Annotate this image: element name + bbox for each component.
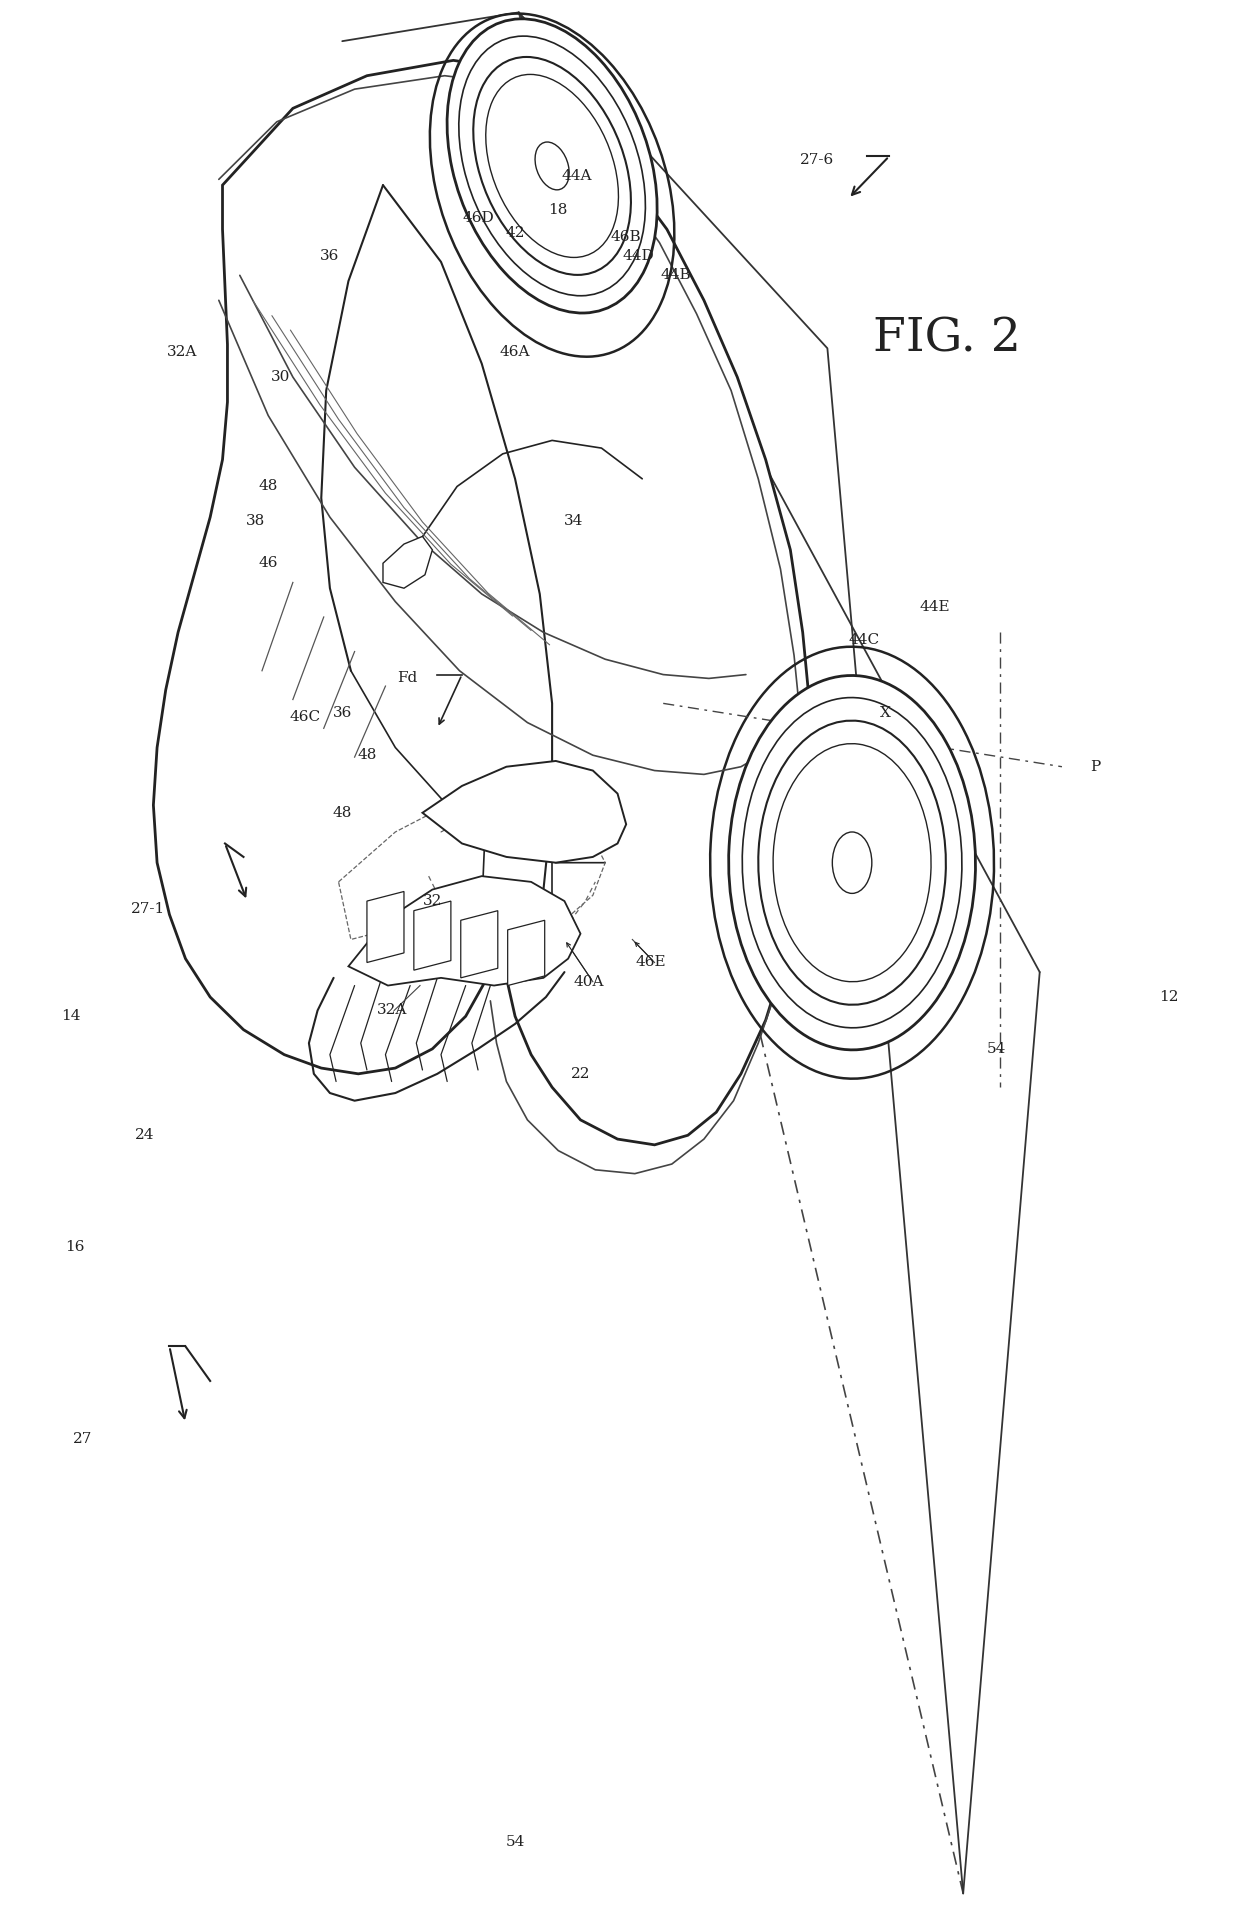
Text: 14: 14 [61, 1009, 81, 1024]
Ellipse shape [534, 142, 569, 191]
Ellipse shape [773, 743, 931, 982]
Text: 54: 54 [506, 1835, 525, 1848]
Text: 44C: 44C [849, 633, 880, 647]
Text: 46B: 46B [611, 229, 641, 244]
Polygon shape [367, 891, 404, 962]
Text: 34: 34 [563, 514, 583, 527]
Text: 12: 12 [1159, 989, 1179, 1005]
Text: 32A: 32A [166, 345, 197, 360]
Text: 48: 48 [332, 807, 352, 820]
Text: 46: 46 [258, 556, 278, 570]
Text: 46D: 46D [463, 210, 494, 225]
Polygon shape [348, 876, 580, 986]
Text: 30: 30 [270, 370, 290, 385]
Text: 38: 38 [247, 514, 265, 527]
Text: 27-1: 27-1 [131, 901, 166, 916]
Text: 46A: 46A [500, 345, 531, 360]
Text: 44A: 44A [562, 169, 591, 183]
Text: 40A: 40A [574, 974, 604, 989]
Text: 46E: 46E [636, 955, 666, 970]
Polygon shape [423, 760, 626, 862]
Ellipse shape [486, 75, 619, 258]
Ellipse shape [759, 720, 946, 1005]
Text: 32: 32 [423, 893, 441, 909]
Ellipse shape [459, 37, 645, 296]
Text: 27-6: 27-6 [800, 154, 835, 167]
Text: 24: 24 [135, 1128, 155, 1142]
Ellipse shape [729, 676, 976, 1049]
Text: 27: 27 [73, 1432, 93, 1446]
Text: 46C: 46C [290, 710, 321, 724]
Text: P: P [1090, 760, 1100, 774]
Text: 54: 54 [987, 1041, 1006, 1057]
Polygon shape [154, 60, 811, 1145]
Polygon shape [383, 537, 433, 589]
Polygon shape [461, 911, 497, 978]
Polygon shape [414, 901, 451, 970]
Text: 18: 18 [548, 202, 568, 218]
Text: X: X [880, 706, 890, 720]
Text: 44E: 44E [920, 601, 950, 614]
Text: 42: 42 [506, 225, 525, 241]
Text: 44B: 44B [660, 268, 691, 283]
Text: 32A: 32A [377, 1003, 407, 1018]
Ellipse shape [743, 697, 962, 1028]
Polygon shape [507, 920, 544, 986]
Ellipse shape [474, 58, 631, 275]
Text: 48: 48 [258, 479, 278, 493]
Text: 22: 22 [570, 1066, 590, 1080]
Text: FIG. 2: FIG. 2 [873, 316, 1021, 362]
Text: 36: 36 [332, 706, 352, 720]
Text: 16: 16 [64, 1240, 84, 1253]
Ellipse shape [448, 19, 657, 314]
Text: 36: 36 [320, 248, 340, 264]
Text: Fd: Fd [398, 672, 418, 685]
Ellipse shape [832, 832, 872, 893]
Text: 44D: 44D [622, 248, 655, 264]
Text: 48: 48 [357, 749, 377, 762]
